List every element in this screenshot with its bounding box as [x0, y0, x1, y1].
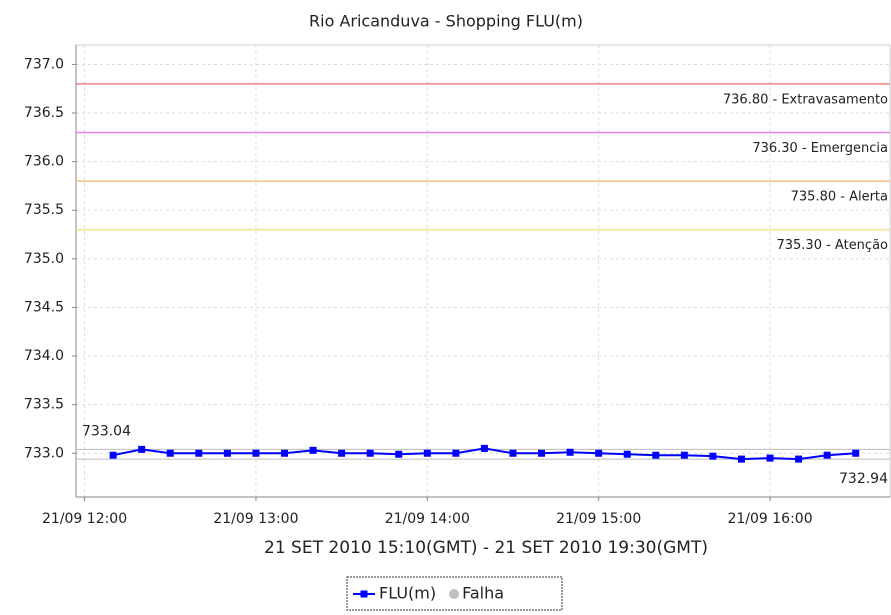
- point: [452, 449, 460, 457]
- y-tick-label: 736.0: [24, 154, 64, 170]
- point: [366, 449, 374, 457]
- x-axis-label: 21 SET 2010 15:10(GMT) - 21 SET 2010 19:…: [264, 538, 708, 558]
- x-tick-label: 21/09 12:00: [42, 511, 127, 527]
- point: [280, 449, 288, 457]
- legend-box: [346, 576, 563, 611]
- point: [395, 450, 403, 458]
- legend-label: FLU(m): [379, 584, 436, 603]
- point: [509, 449, 517, 457]
- threshold-label: 735.30 - Atenção: [776, 238, 888, 253]
- point: [195, 449, 203, 457]
- point: [709, 452, 717, 460]
- point: [623, 450, 631, 458]
- point: [852, 449, 860, 457]
- point: [680, 451, 688, 459]
- point: [309, 446, 317, 454]
- point: [737, 455, 745, 463]
- point: [166, 449, 174, 457]
- y-tick-label: 735.0: [24, 251, 64, 267]
- y-tick-label: 733.5: [24, 397, 64, 413]
- point: [338, 449, 346, 457]
- data-label: 732.94: [839, 471, 888, 487]
- x-tick-label: 21/09 14:00: [385, 511, 470, 527]
- y-tick-label: 733.0: [24, 445, 64, 461]
- y-tick-label: 734.0: [24, 348, 64, 364]
- point: [423, 449, 431, 457]
- legend-marker: [360, 590, 368, 598]
- point: [566, 448, 574, 456]
- y-tick-label: 736.5: [24, 105, 64, 121]
- y-tick-label: 735.5: [24, 202, 64, 218]
- threshold-label: 736.80 - Extravasamento: [723, 92, 888, 107]
- point: [109, 451, 117, 459]
- legend-label: Falha: [462, 584, 504, 603]
- point: [480, 444, 488, 452]
- point: [795, 455, 803, 463]
- chart-title: Rio Aricanduva - Shopping FLU(m): [309, 12, 583, 31]
- y-tick-label: 734.5: [24, 299, 64, 315]
- point: [766, 454, 774, 462]
- point: [223, 449, 231, 457]
- threshold-label: 735.80 - Alerta: [791, 190, 888, 205]
- x-tick-label: 21/09 15:00: [556, 511, 641, 527]
- threshold-label: 736.30 - Emergencia: [752, 141, 888, 156]
- x-tick-label: 21/09 16:00: [727, 511, 812, 527]
- y-tick-label: 737.0: [24, 56, 64, 72]
- plot-area: [75, 44, 891, 498]
- point: [252, 449, 260, 457]
- point: [538, 449, 546, 457]
- point: [823, 451, 831, 459]
- legend-marker: [449, 589, 460, 599]
- point: [652, 451, 660, 459]
- point: [595, 449, 603, 457]
- point: [138, 445, 146, 453]
- data-label: 733.04: [82, 423, 131, 439]
- x-tick-label: 21/09 13:00: [213, 511, 298, 527]
